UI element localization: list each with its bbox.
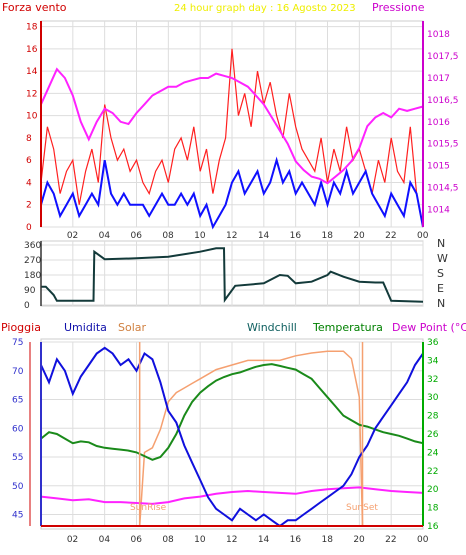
temp-y-tick-label: 32 bbox=[427, 375, 438, 385]
x-tick-label: 06 bbox=[131, 231, 143, 241]
wind-y-tick-label: 0 bbox=[26, 223, 32, 233]
temp-y-tick-label: 36 bbox=[427, 338, 439, 348]
sunset-label: SunSet bbox=[346, 503, 378, 513]
x-tick-label: 14 bbox=[258, 535, 270, 545]
pressure-title: Pressione bbox=[372, 1, 425, 14]
temp-y-tick-label: 34 bbox=[427, 356, 439, 366]
x-tick-label: 08 bbox=[162, 231, 174, 241]
humidity-y-tick-label: 60 bbox=[12, 424, 24, 434]
dewpoint-title: Dew Point (°C) bbox=[392, 321, 466, 334]
series-avg bbox=[40, 156, 424, 230]
pressure-y-tick-label: 1018 bbox=[427, 30, 450, 40]
wind-ticks: 02 04 06 08 10 12 14 16 18 20 22 000246810121416181… bbox=[26, 21, 459, 241]
direction-y-tick-label: 360 bbox=[24, 241, 41, 251]
pressure-y-tick-label: 1017 bbox=[427, 74, 450, 84]
humidity-y-tick-label: 50 bbox=[12, 482, 24, 492]
sunrise-label: SunRise bbox=[130, 503, 167, 513]
x-tick-label: 02 bbox=[67, 231, 78, 241]
direction-plot bbox=[41, 247, 424, 303]
wind-title: Forza vento bbox=[2, 1, 67, 14]
x-tick-label: 18 bbox=[322, 231, 334, 241]
humidity-y-tick-label: 45 bbox=[12, 511, 23, 521]
temp-y-tick-label: 28 bbox=[427, 412, 439, 422]
series-solar bbox=[138, 350, 364, 527]
temp-y-tick-label: 30 bbox=[427, 393, 439, 403]
humidity-y-tick-label: 70 bbox=[12, 367, 24, 377]
x-tick-label: 04 bbox=[99, 231, 111, 241]
pressure-y-tick-label: 1014,5 bbox=[427, 184, 459, 194]
direction-y-tick-label: 180 bbox=[24, 271, 41, 281]
pressure-y-tick-label: 1015 bbox=[427, 162, 450, 172]
x-tick-label: 20 bbox=[353, 535, 365, 545]
wind-y-tick-label: 12 bbox=[26, 89, 37, 99]
temp-y-tick-label: 18 bbox=[427, 504, 439, 514]
x-tick-label: 22 bbox=[385, 231, 396, 241]
x-tick-label: 10 bbox=[194, 231, 206, 241]
x-tick-label: 06 bbox=[131, 535, 143, 545]
weather-plot bbox=[40, 342, 424, 528]
temp-y-tick-label: 22 bbox=[427, 467, 438, 477]
humidity-title: Umidita bbox=[64, 321, 107, 334]
x-tick-label: 12 bbox=[226, 535, 237, 545]
x-tick-label: 18 bbox=[322, 535, 334, 545]
pressure-y-tick-label: 1016 bbox=[427, 118, 450, 128]
series-dewpoint bbox=[40, 486, 424, 505]
compass-label: S bbox=[437, 267, 444, 280]
x-tick-label: 02 bbox=[67, 535, 78, 545]
wind-y-tick-label: 2 bbox=[26, 201, 32, 211]
x-tick-label: 22 bbox=[385, 535, 396, 545]
temp-y-tick-label: 16 bbox=[427, 522, 439, 532]
x-tick-label: 08 bbox=[162, 535, 174, 545]
direction-y-tick-label: 90 bbox=[24, 286, 36, 296]
wind-y-tick-label: 16 bbox=[26, 45, 38, 55]
wind-y-tick-label: 10 bbox=[26, 112, 38, 122]
x-tick-label: 14 bbox=[258, 231, 270, 241]
wind-y-tick-label: 8 bbox=[26, 134, 32, 144]
pressure-y-tick-label: 1015,5 bbox=[427, 140, 459, 150]
humidity-y-tick-label: 75 bbox=[12, 338, 23, 348]
direction-grid bbox=[41, 241, 424, 306]
series-temperature bbox=[40, 363, 424, 461]
pressure-y-tick-label: 1016,5 bbox=[427, 96, 459, 106]
temp-y-tick-label: 26 bbox=[427, 430, 439, 440]
pressure-y-tick-label: 1017,5 bbox=[427, 52, 459, 62]
x-tick-label: 00 bbox=[417, 231, 429, 241]
compass-label: N bbox=[437, 237, 445, 250]
x-tick-label: 10 bbox=[194, 535, 206, 545]
x-tick-label: 04 bbox=[99, 535, 111, 545]
temperature-title: Temperatura bbox=[312, 321, 383, 334]
direction-y-tick-label: 0 bbox=[24, 301, 30, 311]
x-tick-label: 00 bbox=[417, 535, 429, 545]
series-humidity bbox=[40, 346, 424, 528]
x-tick-label: 16 bbox=[290, 535, 302, 545]
wind-y-tick-label: 14 bbox=[26, 67, 38, 77]
rain-title: Pioggia bbox=[1, 321, 41, 334]
temp-y-tick-label: 24 bbox=[427, 448, 439, 458]
series-direction bbox=[41, 247, 424, 303]
compass-label: N bbox=[437, 297, 445, 310]
compass-label: E bbox=[437, 282, 444, 295]
chart-subtitle: 24 hour graph day : 16 Agosto 2023 bbox=[174, 3, 356, 14]
wind-plot bbox=[40, 48, 424, 230]
direction-y-tick-label: 270 bbox=[24, 256, 41, 266]
pressure-y-tick-label: 1014 bbox=[427, 205, 450, 215]
temp-y-tick-label: 20 bbox=[427, 485, 439, 495]
weather-ticks: 02 04 06 08 10 12 14 16 18 20 22 00 45 50 55 60 65 70 75 16… bbox=[12, 338, 439, 545]
compass-label: W bbox=[437, 252, 448, 265]
solar-title: Solar bbox=[118, 321, 147, 334]
wind-y-tick-label: 6 bbox=[26, 156, 32, 166]
wind-y-tick-label: 18 bbox=[26, 23, 38, 33]
x-tick-label: 16 bbox=[290, 231, 302, 241]
x-tick-label: 20 bbox=[353, 231, 365, 241]
x-tick-label: 12 bbox=[226, 231, 237, 241]
windchill-title: Windchill bbox=[247, 321, 297, 334]
humidity-y-tick-label: 55 bbox=[12, 453, 23, 463]
direction-ticks: 0 90 180 270 360 bbox=[24, 241, 42, 311]
series-pressure bbox=[40, 67, 424, 185]
humidity-y-tick-label: 65 bbox=[12, 396, 23, 406]
weather-grid bbox=[41, 341, 424, 526]
wind-y-tick-label: 4 bbox=[26, 178, 32, 188]
